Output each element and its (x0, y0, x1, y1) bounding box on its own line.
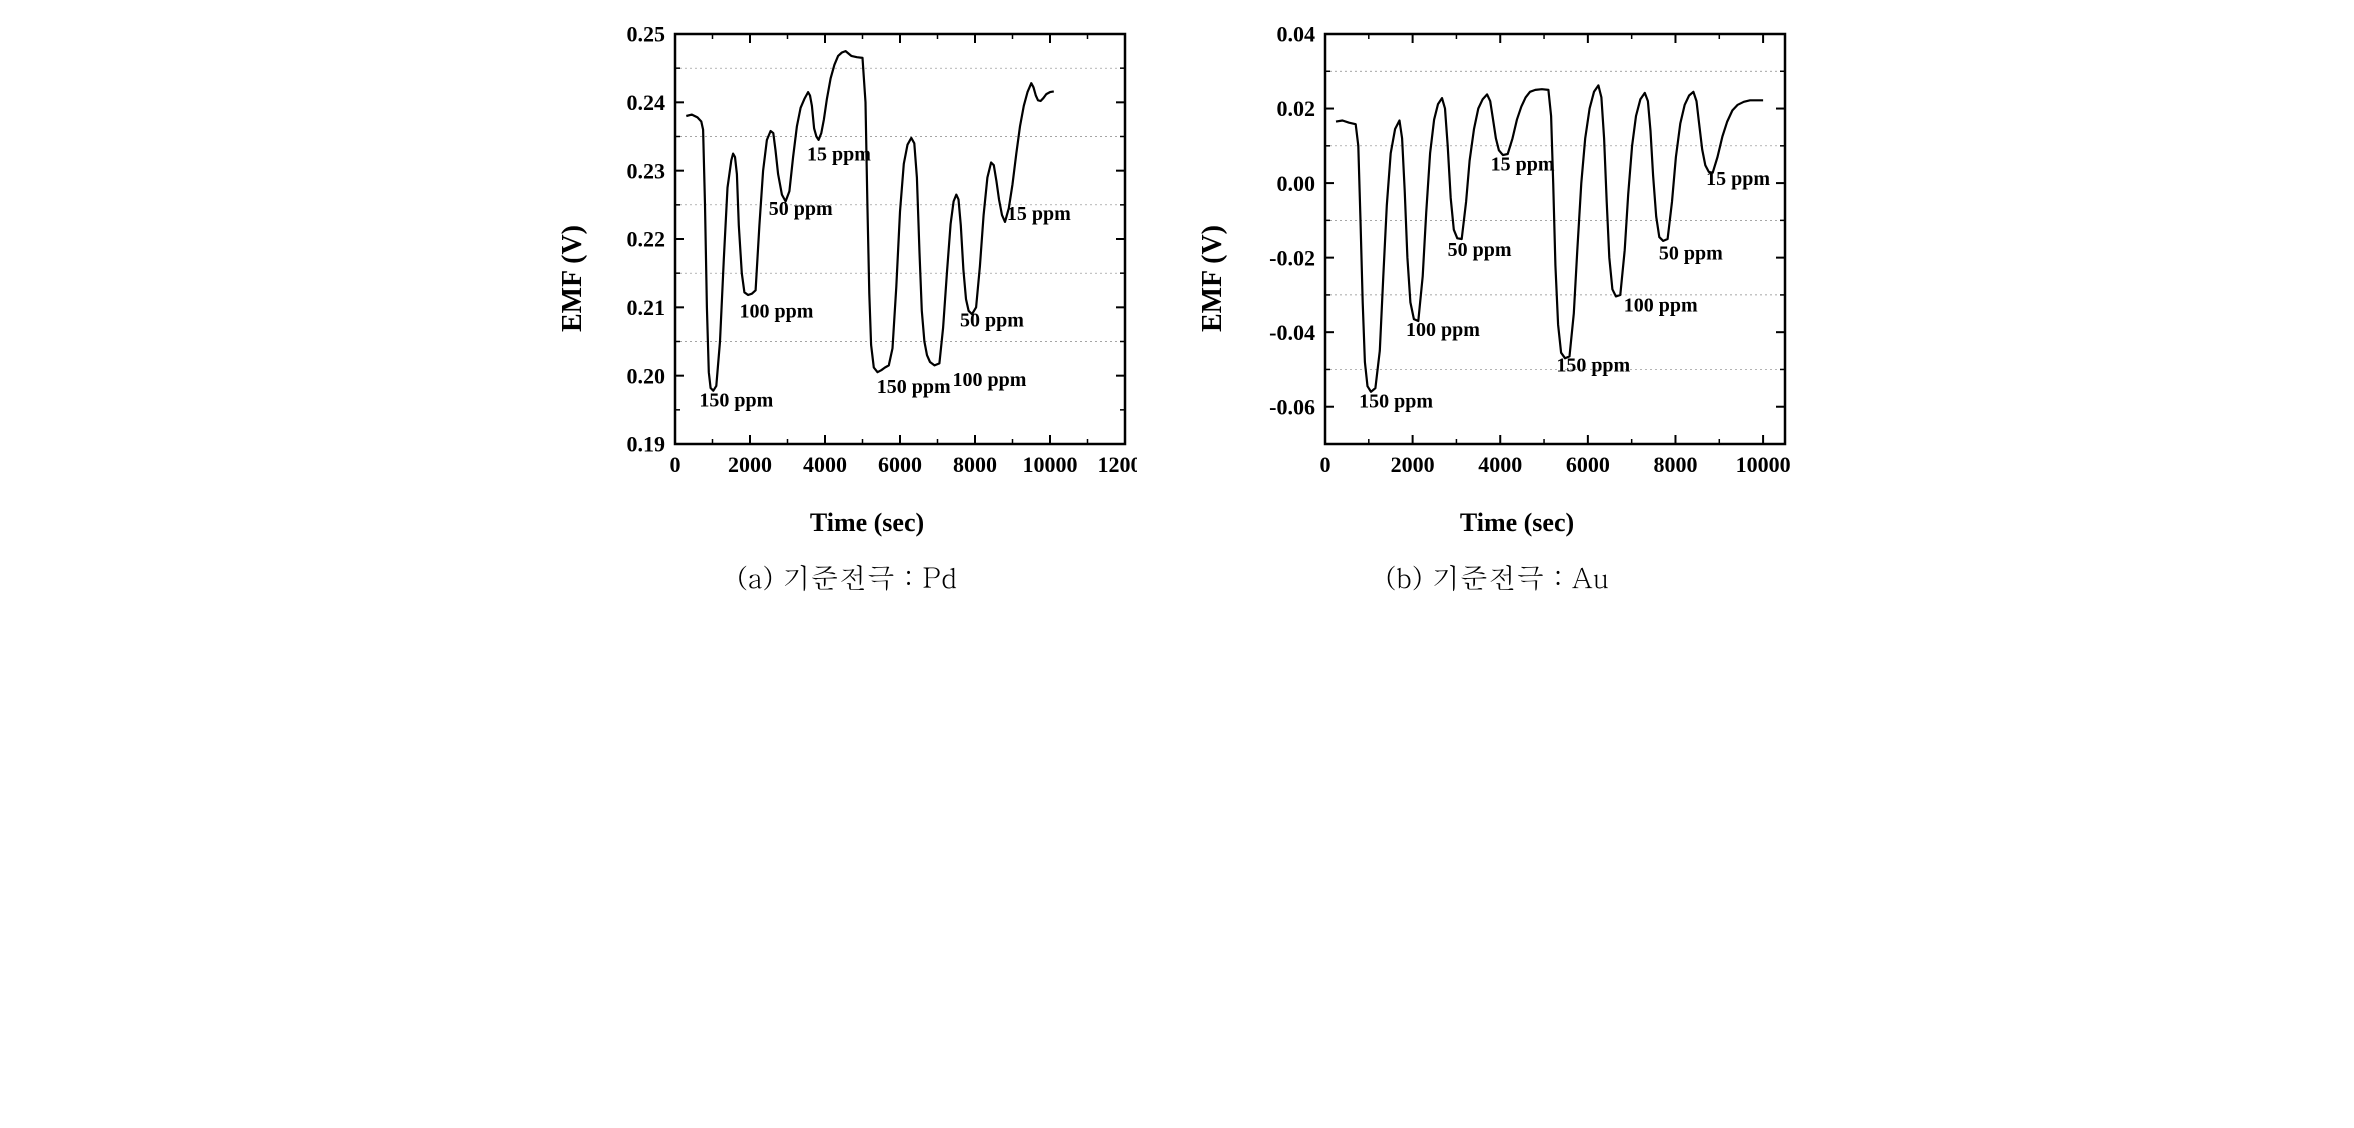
svg-text:15 ppm: 15 ppm (807, 143, 871, 165)
svg-text:150 ppm: 150 ppm (877, 376, 951, 398)
xlabel-pd: Time (sec) (810, 508, 924, 538)
chart-wrap-au: EMF (V) 0 2000 4000 6000 8000 10000 -0.06 -0.04… (1197, 20, 1797, 538)
svg-text:8000: 8000 (953, 452, 997, 477)
svg-text:6000: 6000 (1566, 452, 1610, 477)
svg-text:8000: 8000 (1653, 452, 1697, 477)
xlabel-au: Time (sec) (1460, 508, 1574, 538)
svg-text:100 ppm: 100 ppm (740, 301, 814, 323)
svg-text:10000: 10000 (1023, 452, 1078, 477)
svg-text:-0.06: -0.06 (1269, 394, 1315, 419)
svg-text:150 ppm: 150 ppm (1359, 390, 1433, 412)
svg-text:0.02: 0.02 (1277, 96, 1316, 121)
ylabel-au: EMF (V) (1197, 225, 1229, 332)
svg-text:2000: 2000 (1391, 452, 1435, 477)
svg-text:12000: 12000 (1098, 452, 1138, 477)
panel-pd: EMF (V) 0200040006000800010000120000.190… (557, 20, 1137, 596)
svg-text:50 ppm: 50 ppm (1659, 243, 1723, 265)
panel-au: EMF (V) 0 2000 4000 6000 8000 10000 -0.06 -0.04… (1197, 20, 1797, 596)
ylabel-pd: EMF (V) (557, 225, 589, 332)
caption-pd: (a) 기준전극 : Pd (737, 556, 957, 596)
plot-col-pd: 0 2000 4000 6000 8000 10000 12000 0.19 0.20 0.21 0… (597, 20, 1137, 538)
svg-text:15 ppm: 15 ppm (1491, 153, 1555, 175)
svg-text:0.00: 0.00 (1277, 171, 1316, 196)
svg-text:0.20: 0.20 (627, 363, 666, 388)
svg-text:0: 0 (670, 452, 681, 477)
svg-text:0.04: 0.04 (1277, 22, 1316, 47)
svg-text:0.24: 0.24 (627, 90, 666, 115)
svg-text:100 ppm: 100 ppm (1624, 295, 1698, 317)
svg-text:0.23: 0.23 (627, 158, 666, 183)
svg-text:50 ppm: 50 ppm (769, 198, 833, 220)
svg-text:6000: 6000 (878, 452, 922, 477)
svg-text:2000: 2000 (728, 452, 772, 477)
svg-text:4000: 4000 (1478, 452, 1522, 477)
svg-text:-0.02: -0.02 (1269, 245, 1315, 270)
caption-au: (b) 기준전극 : Au (1385, 556, 1608, 596)
svg-text:150 ppm: 150 ppm (1556, 354, 1630, 376)
svg-text:4000: 4000 (803, 452, 847, 477)
svg-text:0.25: 0.25 (627, 22, 666, 47)
svg-text:15 ppm: 15 ppm (1706, 168, 1770, 190)
svg-text:100 ppm: 100 ppm (953, 369, 1027, 391)
chart-wrap-pd: EMF (V) 0200040006000800010000120000.190… (557, 20, 1137, 538)
svg-text:150 ppm: 150 ppm (699, 389, 773, 411)
chart-svg-pd: 0 2000 4000 6000 8000 10000 12000 0.19 0.20 0.21 0… (597, 20, 1137, 500)
svg-text:0.19: 0.19 (627, 432, 666, 457)
svg-text:0.21: 0.21 (627, 295, 666, 320)
plot-col-au: 0 2000 4000 6000 8000 10000 -0.06 -0.04 -0.02 0.0… (1237, 20, 1797, 538)
svg-text:-0.04: -0.04 (1269, 320, 1315, 345)
svg-text:0: 0 (1320, 452, 1331, 477)
svg-text:50 ppm: 50 ppm (960, 309, 1024, 331)
svg-text:50 ppm: 50 ppm (1448, 239, 1512, 261)
svg-text:100 ppm: 100 ppm (1406, 319, 1480, 341)
svg-text:10000: 10000 (1736, 452, 1791, 477)
svg-text:15 ppm: 15 ppm (1007, 203, 1071, 225)
chart-svg-au: 0 2000 4000 6000 8000 10000 -0.06 -0.04 -0.02 0.0… (1237, 20, 1797, 500)
svg-text:0.22: 0.22 (627, 227, 666, 252)
